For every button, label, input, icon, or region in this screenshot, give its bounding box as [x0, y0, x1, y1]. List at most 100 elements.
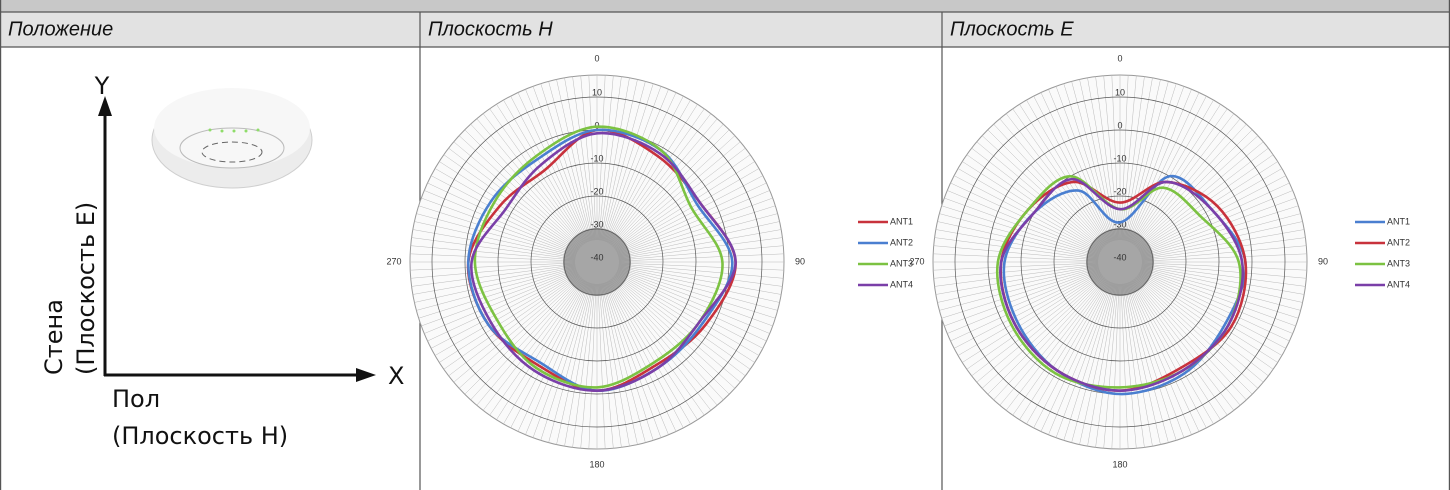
series-line: [470, 131, 737, 393]
hatch-line: [1040, 92, 1111, 243]
hatch-line: [1111, 75, 1120, 241]
hatch-line: [1125, 283, 1169, 443]
hatch-line: [464, 277, 582, 395]
hatch-line: [603, 282, 654, 441]
series-line: [995, 174, 1242, 389]
hatch-line: [1141, 221, 1303, 258]
hatch-line: [580, 283, 596, 449]
floor-plane-label: (Плоскость H): [112, 422, 288, 450]
hatch-line: [1079, 79, 1116, 241]
hatch-line: [1128, 282, 1192, 435]
hatch-line: [431, 271, 578, 349]
hatch-line: [1141, 237, 1306, 260]
hatch-line: [411, 237, 576, 260]
hatch-line: [1140, 268, 1299, 319]
hatch-line: [564, 283, 594, 447]
series-line: [473, 125, 724, 389]
hatch-line: [616, 175, 763, 253]
grid-ring: [497, 162, 697, 362]
hatch-line: [564, 77, 594, 241]
hatch-line: [476, 278, 584, 406]
hatch-line: [600, 283, 630, 447]
hatch-line: [1124, 79, 1161, 241]
hatch-line: [618, 245, 784, 261]
hatch-line: [517, 92, 588, 243]
hatch-line: [1033, 96, 1111, 243]
hatch-line: [933, 263, 1099, 279]
hatch-line: [617, 190, 770, 254]
hatch-line: [548, 283, 592, 443]
hatch-line: [424, 270, 577, 334]
hatch-line: [572, 283, 595, 448]
hatch-line: [1048, 89, 1112, 242]
legend-label: ANT4: [890, 279, 913, 289]
hatch-line: [618, 262, 784, 271]
hatch-line: [1026, 280, 1110, 425]
hatch-line: [418, 205, 577, 256]
hatch-line: [1123, 283, 1153, 447]
hatch-line: [540, 282, 591, 441]
hatch-line: [962, 273, 1102, 363]
position-diagram: Y X Стена (Плоскость E) Пол (Плоскость H…: [40, 72, 404, 450]
hatch-line: [598, 75, 614, 241]
hatch-line: [412, 265, 576, 295]
hatch-line: [1130, 280, 1214, 425]
hatch-line: [601, 79, 638, 241]
hatch-line: [602, 283, 646, 443]
hatch-line: [934, 237, 1099, 260]
hatch-line: [1111, 283, 1120, 449]
hatch-line: [1141, 262, 1307, 271]
grid-ring: [1053, 195, 1187, 329]
hatch-line: [612, 129, 730, 247]
hatch-line: [610, 278, 718, 406]
hatch-line: [609, 279, 705, 416]
hatch-line: [1132, 279, 1228, 416]
legend-label: ANT3: [890, 258, 913, 268]
hatch-line: [616, 271, 763, 349]
hatch-line: [410, 263, 576, 279]
hatch-line: [616, 271, 767, 342]
hatch-line: [525, 282, 589, 435]
hatch-line: [1141, 266, 1303, 303]
hatch-line: [525, 89, 589, 242]
hatch-line: [548, 81, 592, 241]
hatch-line: [1012, 108, 1108, 245]
top-strip: [0, 0, 1450, 12]
hatch-line: [1133, 279, 1235, 411]
grid-ring: [431, 96, 763, 428]
hatch-line: [987, 277, 1105, 395]
hatch-line: [993, 278, 1106, 401]
wall-label: Стена: [40, 299, 68, 375]
hatch-line: [1071, 81, 1115, 241]
hatch-line: [602, 81, 646, 241]
hatch-line: [1141, 229, 1305, 259]
hatch-line: [1079, 283, 1116, 445]
hatch-line: [434, 272, 579, 356]
hatch-line: [1120, 283, 1129, 449]
r-tick-label: 0: [594, 120, 599, 130]
hatch-line: [458, 135, 581, 248]
axis-label: Y: [94, 72, 110, 100]
theta-tick-label: 180: [1112, 459, 1127, 469]
hatch-line: [588, 283, 597, 449]
grid-ring: [530, 195, 664, 329]
hatch-line: [453, 275, 581, 383]
hatch-line: [1130, 99, 1214, 244]
center-blob: [1086, 228, 1154, 296]
r-tick-label: -30: [1113, 219, 1126, 229]
hatch-line: [1121, 75, 1137, 241]
hatch-line: [1127, 86, 1185, 242]
hatch-line: [458, 276, 581, 389]
device-ring: [179, 127, 285, 169]
hatch-line: [424, 190, 577, 254]
hatch-line: [1019, 104, 1109, 244]
hatch-line: [1138, 272, 1283, 356]
hatch-line: [935, 229, 1099, 259]
wall-plane-label: (Плоскость E): [72, 202, 100, 375]
hatch-line: [1139, 271, 1290, 342]
header-row: [0, 12, 1450, 47]
hatch-line: [599, 283, 622, 448]
hatch-line: [448, 275, 580, 377]
arrow-head: [356, 368, 376, 382]
hatch-line: [427, 271, 578, 342]
